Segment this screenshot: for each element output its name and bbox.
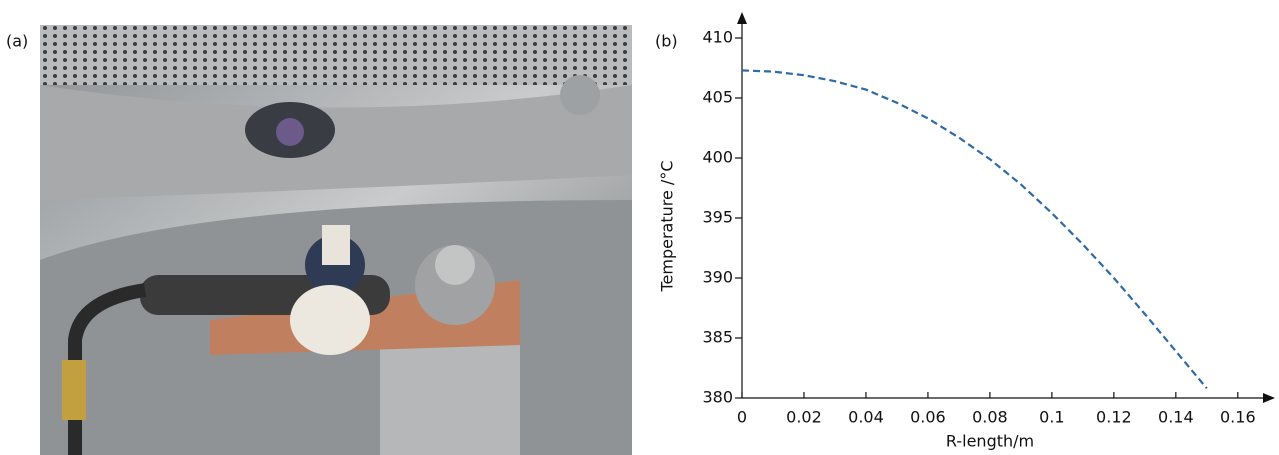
y-tick-label: 380 xyxy=(702,388,733,407)
x-tick-label: 0.12 xyxy=(1096,408,1132,427)
x-tick-label: 0.14 xyxy=(1158,408,1194,427)
x-tick-label: 0 xyxy=(737,408,747,427)
y-tick-label: 385 xyxy=(702,328,733,347)
y-tick-label: 410 xyxy=(702,28,733,47)
x-tick-label: 0.02 xyxy=(786,408,822,427)
y-tick-label: 395 xyxy=(702,208,733,227)
axis-arrow xyxy=(737,12,747,24)
y-tick-label: 405 xyxy=(702,88,733,107)
x-tick-label: 0.06 xyxy=(910,408,946,427)
x-tick-label: 0.16 xyxy=(1220,408,1256,427)
y-axis-label: Temperature /°C xyxy=(658,161,677,293)
x-tick-label: 0.1 xyxy=(1039,408,1064,427)
x-tick-label: 0.08 xyxy=(972,408,1008,427)
x-tick-label: 0.04 xyxy=(848,408,884,427)
panel-label: (b) xyxy=(655,32,678,51)
y-tick-label: 400 xyxy=(702,148,733,167)
data-line xyxy=(741,69,1208,390)
x-axis-label: R-length/m xyxy=(946,432,1034,451)
axis-arrow xyxy=(1263,393,1275,403)
panel-label: (a) xyxy=(6,32,28,51)
photo xyxy=(40,25,632,455)
y-tick-label: 390 xyxy=(702,268,733,287)
